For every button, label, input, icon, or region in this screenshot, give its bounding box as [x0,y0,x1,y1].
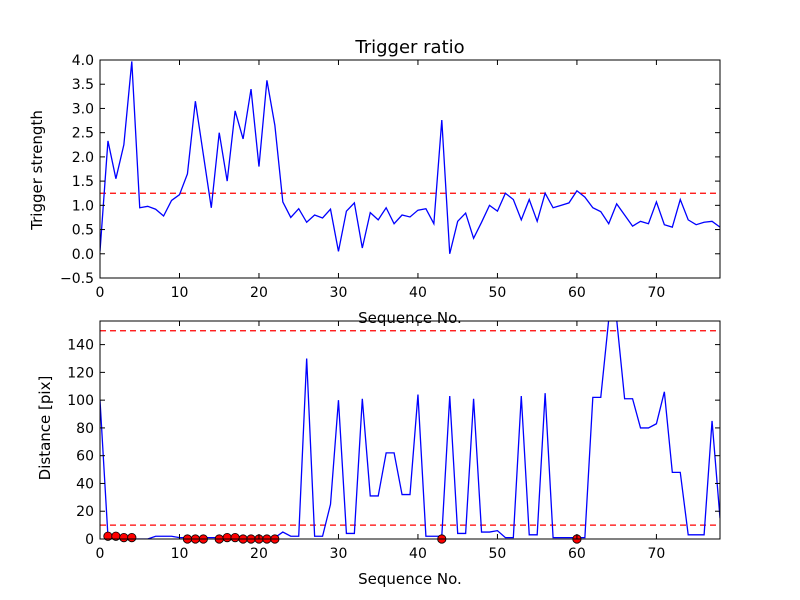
plot-frame [99,320,721,540]
y-axis-label: Distance [pix] [36,376,54,481]
plot-area: 0 10 20 30 40 50 60 70 −0.5 0.0 0.5 1.0 1.5 2.0 2.5 3.0… [60,53,721,301]
x-tick-label: 0 [96,285,105,301]
y-tick-label: 80 [76,421,94,437]
y-tick-label: 2.5 [72,126,94,142]
x-tick-label: 10 [171,285,189,301]
distance-chart: Distance [pix] Sequence No. 0 10 20 30 40 50 6… [36,320,721,588]
chart-title: Trigger ratio [354,37,464,58]
x-tick-label: 60 [568,285,586,301]
x-tick-label: 10 [171,546,189,562]
y-tick-label: 3.0 [72,101,94,117]
y-tick-label: 0.5 [72,223,94,239]
y-tick-label: 2.0 [72,150,94,166]
x-tick-label: 50 [489,285,507,301]
y-tick-label: 60 [76,449,94,465]
data-point-marker [127,533,137,543]
series-line [100,61,720,254]
y-tick-label: −0.5 [60,271,94,287]
x-tick-label: 30 [330,546,348,562]
y-tick-label: 0.0 [72,247,94,263]
data-point-marker [222,533,232,543]
x-tick-label: 20 [250,285,268,301]
x-tick-label: 50 [489,546,507,562]
y-axis-label: Trigger strength [28,110,46,231]
y-tick-label: 100 [67,393,94,409]
y-tick-label: 0 [85,532,94,548]
y-tick-label: 4.0 [72,53,94,69]
y-tick-label: 3.5 [72,77,94,93]
x-tick-label: 40 [409,546,427,562]
x-tick-label: 40 [409,285,427,301]
y-tick-label: 140 [67,338,94,354]
data-point-marker [230,533,240,543]
y-tick-label: 1.0 [72,198,94,214]
x-tick-label: 70 [647,546,665,562]
x-tick-label: 20 [250,546,268,562]
y-tick-label: 40 [76,476,94,492]
y-tick-label: 120 [67,365,94,381]
x-tick-label: 0 [96,546,105,562]
x-tick-label: 30 [330,285,348,301]
x-tick-label: 60 [568,546,586,562]
y-tick-label: 20 [76,504,94,520]
x-axis-label: Sequence No. [358,570,462,588]
plot-frame [99,59,721,279]
y-tick-label: 1.5 [72,174,94,190]
plot-area: 0 10 20 30 40 50 60 70 0 20 40 60 80 100 120 140 [67,320,721,562]
trigger-ratio-chart: Trigger ratio Trigger strength Sequence … [28,37,721,327]
x-axis-label: Sequence No. [358,309,462,327]
data-point-marker [119,533,129,543]
x-tick-label: 70 [647,285,665,301]
